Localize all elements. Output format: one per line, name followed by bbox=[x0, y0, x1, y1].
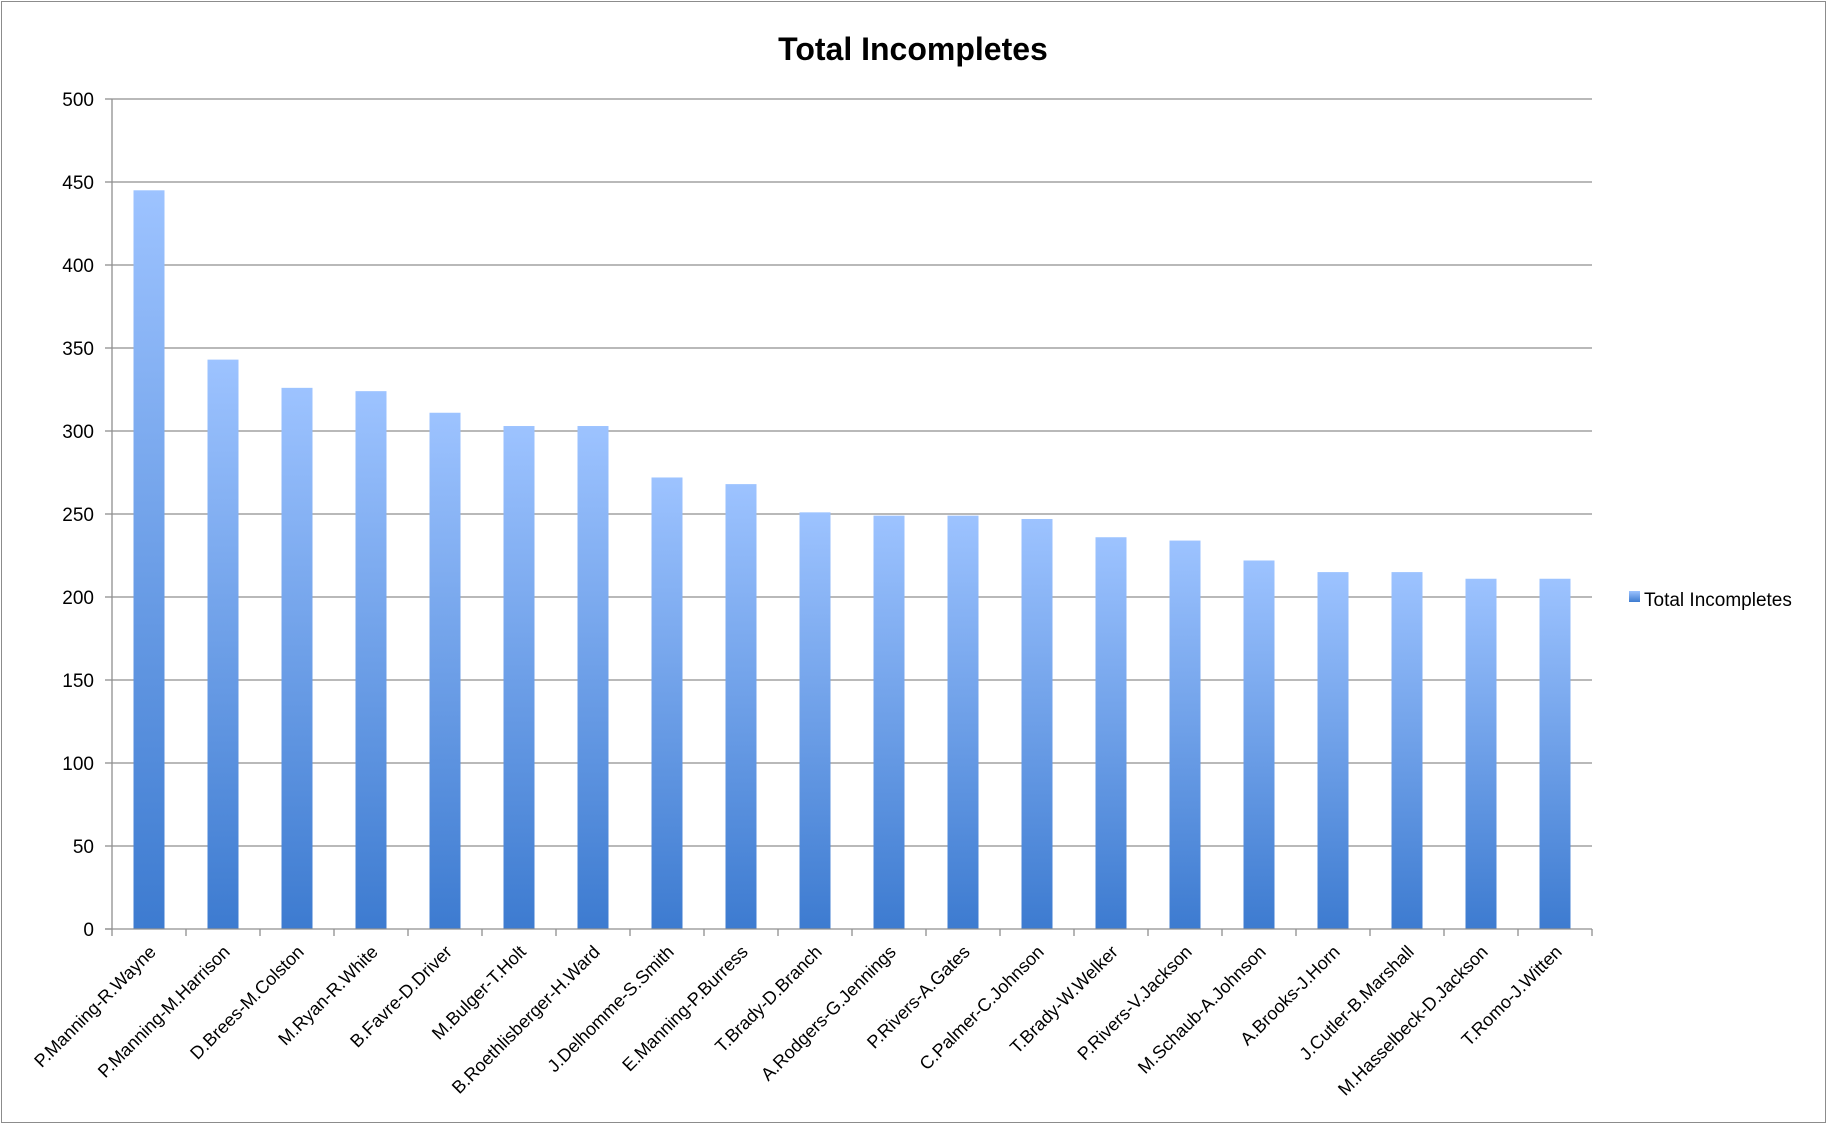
x-tick-label: A.Rodgers-G.Jennings bbox=[757, 942, 900, 1085]
x-tick-label: M.Schaub-A.Johnson bbox=[1134, 942, 1270, 1078]
bar-M.Schaub-A.Johnson bbox=[1243, 560, 1275, 929]
bar-M.Bulger-T.Holt bbox=[503, 426, 535, 929]
bar-M.Ryan-R.White bbox=[355, 391, 387, 929]
bar-C.Palmer-C.Johnson bbox=[1021, 518, 1053, 929]
y-tick-labels: 0 50 100 150 200 250 300 350 400 450 500 bbox=[62, 90, 94, 941]
x-tick-label: P.Manning-M.Harrison bbox=[94, 942, 234, 1082]
bar-P.Manning-M.Harrison bbox=[207, 359, 239, 929]
axes bbox=[105, 99, 1593, 936]
y-tick-label: 350 bbox=[62, 339, 94, 360]
bar-T.Brady-W.Welker bbox=[1095, 537, 1127, 929]
bar-B.Favre-D.Driver bbox=[429, 412, 461, 929]
bar-A.Rodgers-G.Jennings bbox=[873, 515, 905, 929]
bar-T.Romo-J.Witten bbox=[1539, 578, 1571, 929]
legend-swatch-total-incompletes bbox=[1629, 591, 1640, 602]
bar-D.Brees-M.Colston bbox=[281, 387, 313, 930]
y-tick-label: 400 bbox=[62, 256, 94, 277]
x-tick-label: J.Delhomme-S.Smith bbox=[543, 942, 677, 1076]
bars bbox=[133, 190, 1571, 930]
y-tick-label: 500 bbox=[62, 90, 94, 111]
gridlines bbox=[105, 98, 1592, 930]
y-tick-label: 0 bbox=[83, 920, 94, 941]
y-tick-label: 450 bbox=[62, 173, 94, 194]
x-tick-label: M.Hasselbeck-D.Jackson bbox=[1334, 942, 1492, 1100]
chart-title: Total Incompletes bbox=[778, 31, 1048, 67]
x-tick-label: C.Palmer-C.Johnson bbox=[916, 942, 1048, 1074]
y-tick-label: 100 bbox=[62, 754, 94, 775]
x-tick-label: B.Roethlisberger-H.Ward bbox=[448, 942, 604, 1098]
y-tick-label: 200 bbox=[62, 588, 94, 609]
bar-J.Delhomme-S.Smith bbox=[651, 477, 683, 929]
y-tick-label: 50 bbox=[73, 837, 94, 858]
y-tick-label: 250 bbox=[62, 505, 94, 526]
bar-A.Brooks-J.Horn bbox=[1317, 572, 1349, 929]
y-tick-label: 150 bbox=[62, 671, 94, 692]
legend-label-total-incompletes: Total Incompletes bbox=[1644, 590, 1792, 611]
x-tick-labels: P.Manning-R.WayneP.Manning-M.HarrisonD.B… bbox=[30, 942, 1565, 1100]
bar-T.Brady-D.Branch bbox=[799, 512, 831, 929]
bar-P.Rivers-V.Jackson bbox=[1169, 540, 1201, 929]
bar-P.Manning-R.Wayne bbox=[133, 190, 165, 930]
bar-P.Rivers-A.Gates bbox=[947, 515, 979, 929]
bar-B.Roethlisberger-H.Ward bbox=[577, 426, 609, 929]
bar-M.Hasselbeck-D.Jackson bbox=[1465, 578, 1497, 929]
x-tick-label: P.Manning-R.Wayne bbox=[30, 942, 159, 1071]
y-tick-label: 300 bbox=[62, 422, 94, 443]
x-tick-label: E.Manning-P.Burress bbox=[618, 942, 751, 1075]
bar-J.Cutler-B.Marshall bbox=[1391, 572, 1423, 929]
bar-E.Manning-P.Burress bbox=[725, 484, 757, 929]
legend: Total Incompletes bbox=[1629, 590, 1792, 611]
